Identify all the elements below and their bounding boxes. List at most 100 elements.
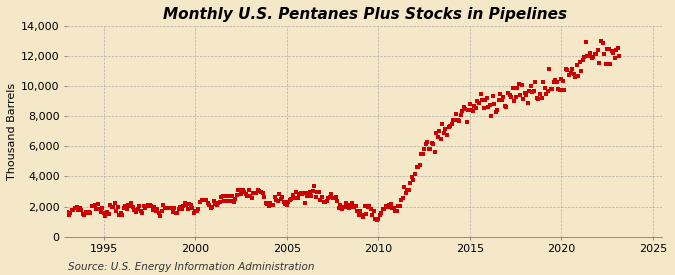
Point bbox=[252, 188, 263, 192]
Point bbox=[307, 188, 318, 193]
Point bbox=[65, 211, 76, 215]
Point bbox=[516, 83, 527, 87]
Point bbox=[118, 206, 129, 211]
Point bbox=[318, 200, 329, 204]
Point bbox=[246, 196, 257, 200]
Point bbox=[387, 205, 398, 210]
Point bbox=[277, 195, 288, 199]
Point bbox=[310, 194, 321, 199]
Point bbox=[230, 197, 240, 202]
Point bbox=[356, 213, 367, 218]
Point bbox=[202, 200, 213, 205]
Point bbox=[373, 216, 384, 221]
Point bbox=[564, 73, 574, 77]
Point bbox=[571, 63, 582, 67]
Point bbox=[327, 196, 338, 200]
Point bbox=[194, 200, 205, 205]
Point bbox=[245, 194, 256, 199]
Point bbox=[513, 81, 524, 86]
Point bbox=[169, 206, 180, 210]
Point bbox=[388, 205, 399, 210]
Point bbox=[487, 94, 498, 98]
Point bbox=[493, 98, 504, 102]
Point bbox=[460, 107, 470, 111]
Point bbox=[474, 101, 485, 105]
Point bbox=[497, 98, 508, 102]
Point bbox=[425, 147, 435, 151]
Point bbox=[583, 54, 594, 58]
Point bbox=[611, 47, 622, 52]
Point bbox=[603, 47, 614, 51]
Point bbox=[236, 192, 246, 197]
Point bbox=[504, 93, 515, 97]
Point bbox=[146, 204, 157, 208]
Point bbox=[559, 88, 570, 92]
Point bbox=[470, 106, 481, 111]
Point bbox=[593, 48, 603, 52]
Point bbox=[347, 201, 358, 206]
Point bbox=[159, 206, 170, 210]
Point bbox=[411, 165, 422, 169]
Point bbox=[199, 198, 210, 202]
Point bbox=[92, 201, 103, 206]
Point bbox=[417, 152, 428, 156]
Point bbox=[522, 101, 533, 105]
Point bbox=[165, 206, 176, 210]
Point bbox=[181, 203, 192, 207]
Point bbox=[572, 73, 583, 78]
Point bbox=[530, 79, 541, 84]
Point bbox=[512, 86, 522, 90]
Point bbox=[560, 67, 571, 71]
Point bbox=[291, 190, 302, 194]
Point bbox=[303, 191, 314, 195]
Point bbox=[439, 131, 450, 135]
Point bbox=[336, 207, 347, 211]
Point bbox=[301, 193, 312, 198]
Point bbox=[289, 196, 300, 200]
Point bbox=[437, 122, 448, 127]
Point bbox=[187, 206, 198, 210]
Point bbox=[524, 89, 535, 93]
Point bbox=[68, 208, 79, 213]
Point bbox=[97, 206, 108, 210]
Point bbox=[392, 209, 402, 213]
Point bbox=[404, 188, 414, 192]
Point bbox=[492, 108, 503, 112]
Point bbox=[367, 213, 378, 217]
Point bbox=[539, 86, 550, 90]
Point bbox=[464, 101, 475, 106]
Point bbox=[207, 205, 217, 209]
Point bbox=[423, 147, 434, 151]
Point bbox=[82, 211, 92, 216]
Point bbox=[445, 124, 456, 128]
Point bbox=[369, 208, 379, 213]
Point bbox=[379, 207, 390, 211]
Point bbox=[333, 205, 344, 210]
Point bbox=[147, 208, 158, 212]
Point bbox=[433, 135, 443, 139]
Point bbox=[242, 194, 252, 199]
Y-axis label: Thousand Barrels: Thousand Barrels bbox=[7, 83, 17, 180]
Point bbox=[588, 55, 599, 59]
Point bbox=[544, 67, 555, 71]
Point bbox=[273, 199, 284, 203]
Title: Monthly U.S. Pentanes Plus Stocks in Pipelines: Monthly U.S. Pentanes Plus Stocks in Pip… bbox=[163, 7, 567, 22]
Point bbox=[228, 199, 239, 204]
Point bbox=[463, 108, 474, 112]
Point bbox=[364, 204, 375, 208]
Point bbox=[210, 202, 221, 206]
Point bbox=[234, 188, 245, 192]
Point bbox=[73, 208, 84, 213]
Point bbox=[585, 51, 596, 55]
Point bbox=[88, 204, 99, 208]
Point bbox=[190, 209, 201, 213]
Point bbox=[161, 206, 172, 210]
Point bbox=[140, 205, 151, 210]
Point bbox=[428, 142, 439, 146]
Point bbox=[240, 192, 251, 197]
Point bbox=[309, 184, 320, 188]
Point bbox=[591, 51, 602, 56]
Point bbox=[405, 180, 416, 185]
Point bbox=[186, 203, 196, 207]
Point bbox=[67, 208, 78, 213]
